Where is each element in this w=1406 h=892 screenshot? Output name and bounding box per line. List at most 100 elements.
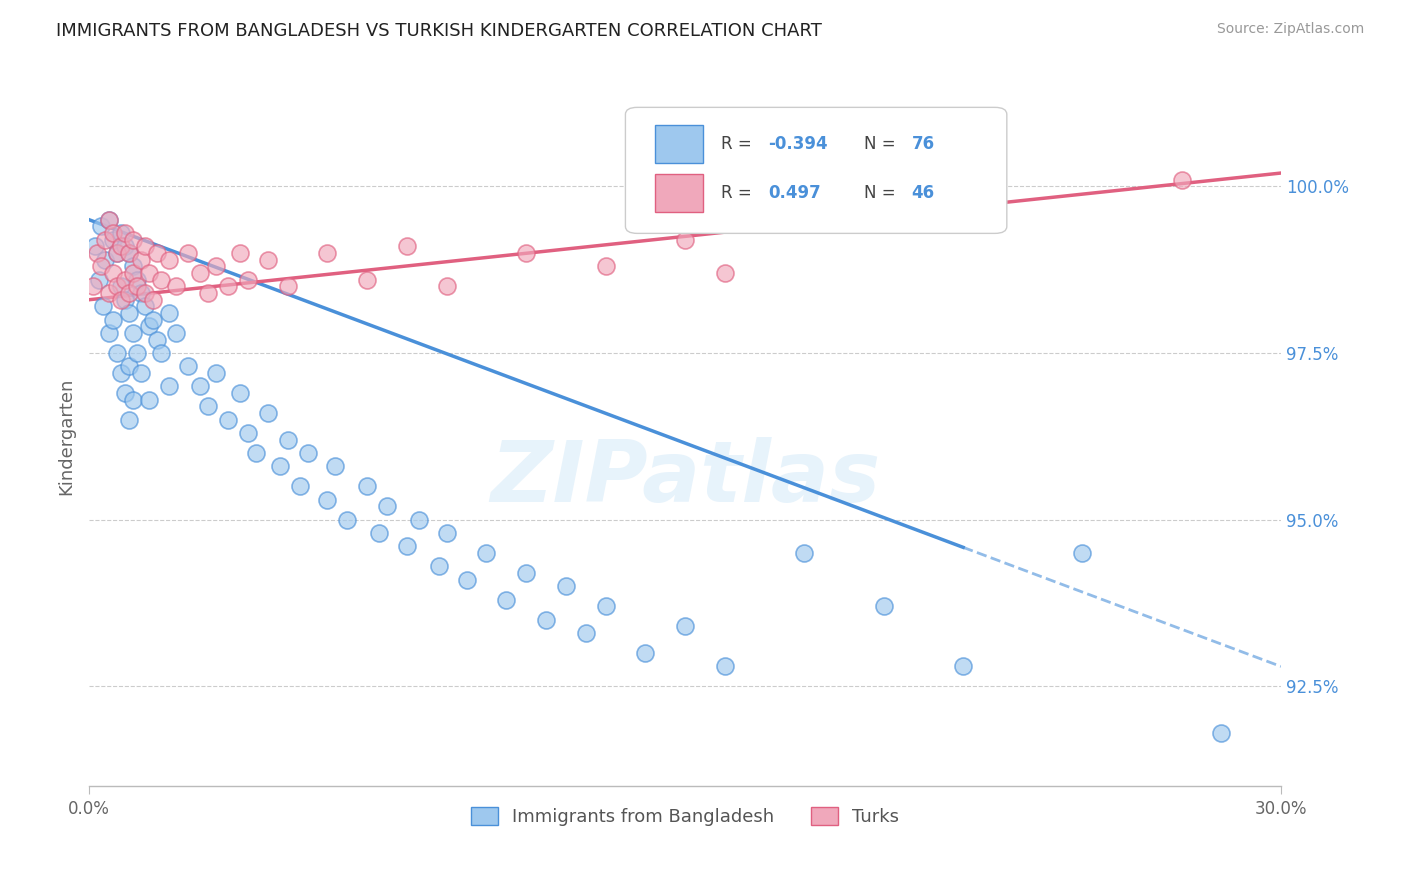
Point: [157, 306, 180, 320]
Point: [118, 359, 141, 374]
Text: N =: N =: [863, 135, 901, 153]
Point: [395, 540, 418, 554]
Point: [134, 239, 156, 253]
Point: [149, 346, 172, 360]
Point: [595, 260, 617, 274]
Point: [121, 266, 143, 280]
Text: -0.394: -0.394: [769, 135, 828, 153]
Point: [316, 492, 339, 507]
Point: [138, 266, 160, 280]
Point: [197, 286, 219, 301]
Point: [793, 546, 815, 560]
Point: [197, 400, 219, 414]
Point: [145, 246, 167, 260]
Point: [356, 479, 378, 493]
Point: [177, 359, 200, 374]
Text: R =: R =: [721, 135, 756, 153]
Point: [336, 513, 359, 527]
Point: [188, 379, 211, 393]
Point: [129, 286, 152, 301]
Legend: Immigrants from Bangladesh, Turks: Immigrants from Bangladesh, Turks: [464, 799, 907, 833]
Point: [97, 212, 120, 227]
Point: [245, 446, 267, 460]
Point: [427, 559, 450, 574]
Point: [277, 433, 299, 447]
Point: [257, 406, 280, 420]
Point: [114, 293, 136, 307]
Point: [575, 626, 598, 640]
Point: [177, 246, 200, 260]
Point: [288, 479, 311, 493]
Point: [634, 646, 657, 660]
Point: [101, 226, 124, 240]
Point: [94, 233, 117, 247]
Point: [121, 260, 143, 274]
Point: [138, 319, 160, 334]
Point: [118, 413, 141, 427]
Point: [129, 366, 152, 380]
Text: 0.497: 0.497: [769, 184, 821, 202]
Text: Source: ZipAtlas.com: Source: ZipAtlas.com: [1216, 22, 1364, 37]
Point: [375, 500, 398, 514]
Point: [475, 546, 498, 560]
Point: [114, 226, 136, 240]
Point: [673, 233, 696, 247]
Point: [125, 346, 148, 360]
Point: [125, 273, 148, 287]
Point: [205, 366, 228, 380]
Point: [90, 260, 112, 274]
FancyBboxPatch shape: [655, 174, 703, 212]
Point: [1170, 172, 1192, 186]
Point: [125, 279, 148, 293]
Point: [166, 326, 188, 340]
Point: [495, 592, 517, 607]
Point: [134, 286, 156, 301]
Text: 76: 76: [911, 135, 935, 153]
Point: [157, 252, 180, 267]
Point: [436, 279, 458, 293]
Point: [114, 273, 136, 287]
Point: [101, 233, 124, 247]
Point: [149, 273, 172, 287]
Point: [97, 326, 120, 340]
Point: [110, 239, 132, 253]
Point: [673, 619, 696, 633]
Point: [121, 326, 143, 340]
Point: [325, 459, 347, 474]
Y-axis label: Kindergarten: Kindergarten: [58, 377, 75, 495]
Point: [872, 599, 894, 614]
Point: [166, 279, 188, 293]
Point: [1071, 546, 1094, 560]
Point: [87, 273, 110, 287]
Point: [229, 386, 252, 401]
Point: [456, 573, 478, 587]
Point: [105, 346, 128, 360]
Point: [316, 246, 339, 260]
Point: [515, 566, 537, 581]
Point: [138, 392, 160, 407]
Point: [121, 392, 143, 407]
Point: [534, 613, 557, 627]
Point: [236, 426, 259, 441]
Point: [118, 246, 141, 260]
Point: [356, 273, 378, 287]
Point: [82, 279, 104, 293]
Point: [97, 212, 120, 227]
Point: [515, 246, 537, 260]
Point: [101, 266, 124, 280]
Point: [236, 273, 259, 287]
Text: ZIPatlas: ZIPatlas: [489, 437, 880, 520]
Point: [129, 252, 152, 267]
Point: [114, 386, 136, 401]
Point: [142, 312, 165, 326]
Point: [229, 246, 252, 260]
Point: [395, 239, 418, 253]
Point: [84, 239, 107, 253]
Text: R =: R =: [721, 184, 756, 202]
Point: [105, 279, 128, 293]
Text: N =: N =: [863, 184, 901, 202]
Point: [408, 513, 430, 527]
Text: IMMIGRANTS FROM BANGLADESH VS TURKISH KINDERGARTEN CORRELATION CHART: IMMIGRANTS FROM BANGLADESH VS TURKISH KI…: [56, 22, 823, 40]
Point: [1211, 726, 1233, 740]
Point: [952, 659, 974, 673]
